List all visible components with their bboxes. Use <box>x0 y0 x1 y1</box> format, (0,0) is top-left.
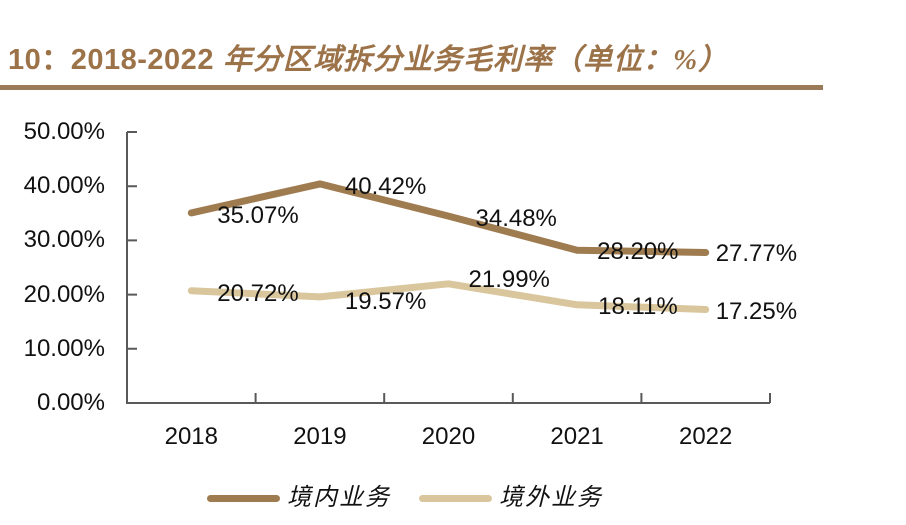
x-axis-tick-label: 2018 <box>164 423 218 450</box>
y-axis-tick-label: 40.00% <box>23 172 105 200</box>
legend-swatch-overseas <box>419 494 492 502</box>
legend-label-overseas: 境外业务 <box>499 485 603 511</box>
y-axis-tick-label: 10.00% <box>23 334 105 362</box>
legend-label-domestic: 境内业务 <box>287 485 391 511</box>
x-axis-tick-label: 2019 <box>293 423 347 450</box>
x-axis-tick-label: 2022 <box>678 423 733 450</box>
chart-legend: 境内业务 境外业务 <box>207 485 603 511</box>
figure-title-number: 10：2018-2022 <box>8 44 214 76</box>
title-underline <box>0 85 823 90</box>
figure-title: 10：2018-2022 年分区域拆分业务毛利率（单位：%） <box>8 36 728 78</box>
series-line-0 <box>187 180 710 256</box>
y-axis-tick-label: 50.00% <box>23 118 105 145</box>
y-axis-tick-label: 30.00% <box>23 226 105 254</box>
data-label: 28.20% <box>597 238 679 266</box>
data-label: 40.42% <box>344 172 427 200</box>
y-axis-tick-label: 20.00% <box>23 280 105 308</box>
x-axis-tick-label: 2020 <box>421 423 476 450</box>
data-label: 17.25% <box>715 297 798 325</box>
data-label: 34.48% <box>475 205 557 233</box>
legend-swatch-domestic <box>207 494 280 502</box>
figure-title-text: 年分区域拆分业务毛利率（单位：%） <box>222 44 729 76</box>
series-line-1 <box>187 280 710 313</box>
x-axis-tick-label: 2021 <box>550 423 604 450</box>
data-label: 18.11% <box>598 292 678 320</box>
data-label: 21.99% <box>468 265 550 293</box>
y-axis-tick-label: 0.00% <box>36 389 105 416</box>
data-label: 20.72% <box>217 279 299 307</box>
data-label: 27.77% <box>715 240 798 268</box>
data-label: 35.07% <box>217 201 299 229</box>
data-label: 19.57% <box>344 287 427 315</box>
